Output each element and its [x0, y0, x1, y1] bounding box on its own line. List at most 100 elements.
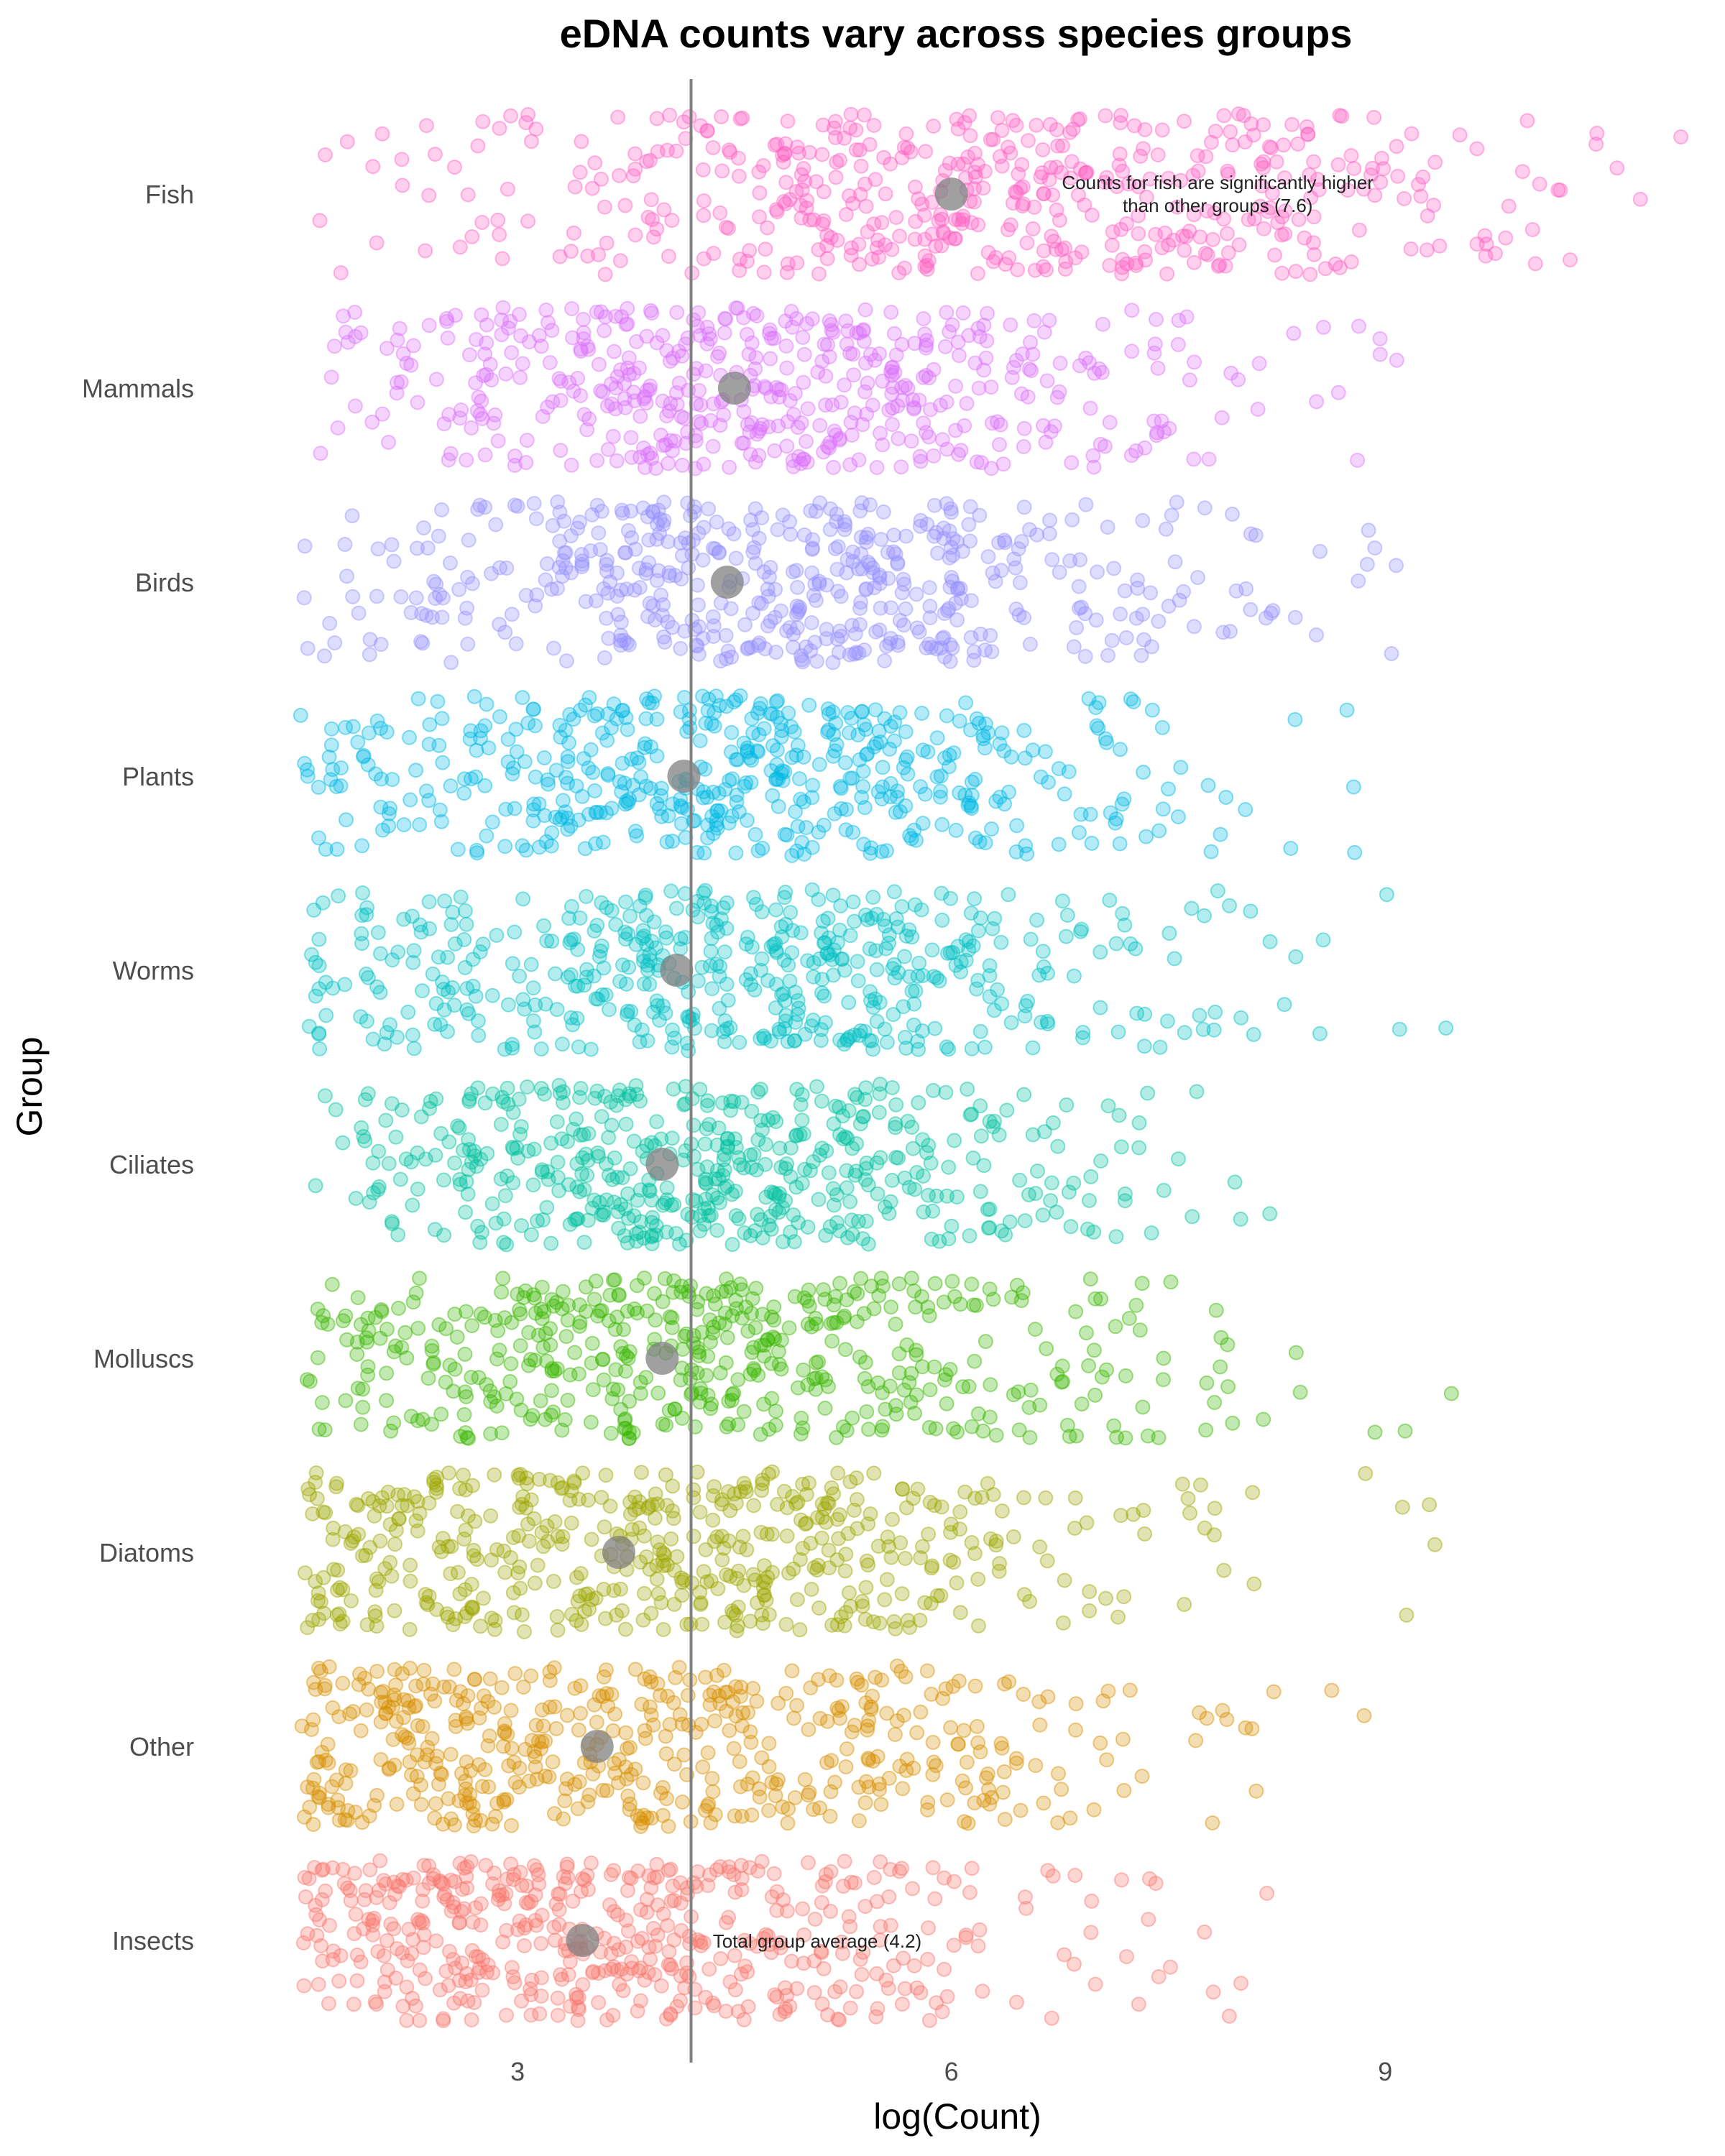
point-mammals [1137, 440, 1153, 456]
point-birds [707, 541, 723, 557]
point-plants [729, 794, 745, 810]
point-plants [887, 714, 903, 730]
point-plants [773, 765, 789, 781]
point-insects [479, 1964, 494, 1980]
point-fish [1078, 165, 1094, 180]
point-mammals [740, 417, 755, 433]
point-worms [768, 977, 784, 992]
point-plants [768, 694, 784, 710]
point-birds [868, 624, 884, 640]
point-molluscs [1079, 1325, 1094, 1341]
point-mammals [1097, 438, 1113, 454]
point-plants [717, 782, 733, 798]
point-ciliates [845, 1227, 860, 1243]
point-plants [492, 709, 507, 724]
point-plants [975, 728, 991, 744]
point-mammals [482, 356, 498, 372]
point-plants [788, 747, 804, 763]
point-fish [791, 145, 806, 161]
point-other [459, 1754, 474, 1770]
point-molluscs [770, 1344, 786, 1359]
point-insects [533, 1970, 549, 1986]
point-birds [339, 568, 354, 584]
point-insects [583, 1855, 599, 1871]
point-birds [1158, 521, 1174, 537]
point-mammals [564, 457, 579, 473]
point-molluscs [922, 1382, 938, 1398]
point-molluscs [1074, 1396, 1090, 1412]
point-fish [1159, 266, 1175, 282]
point-plants [709, 803, 725, 819]
point-mammals [961, 328, 977, 344]
point-plants [462, 731, 478, 747]
point-worms [1152, 1039, 1168, 1055]
point-plants [1033, 769, 1049, 785]
point-worms [385, 952, 400, 968]
point-molluscs [399, 1350, 415, 1366]
point-mammals [822, 435, 838, 451]
point-plants [874, 844, 890, 860]
point-plants [369, 713, 385, 729]
point-plants [914, 706, 930, 721]
point-birds [795, 654, 811, 670]
point-worms [311, 958, 327, 974]
point-mammals [620, 300, 635, 316]
point-insects [894, 1996, 910, 2012]
point-insects [372, 1853, 388, 1869]
point-molluscs [611, 1288, 627, 1304]
point-other [567, 1680, 583, 1696]
point-birds [942, 653, 958, 669]
point-mammals [784, 319, 800, 335]
point-ciliates [938, 1084, 954, 1100]
point-birds [645, 598, 661, 614]
point-ciliates [907, 1181, 923, 1197]
point-birds [418, 607, 434, 623]
point-plants [769, 757, 785, 773]
point-birds [428, 591, 443, 607]
point-diatoms [886, 1613, 902, 1629]
point-other [1001, 1674, 1017, 1690]
point-plants [1154, 719, 1170, 735]
point-insects [1162, 1959, 1178, 1975]
point-mammals [793, 456, 809, 471]
point-birds [936, 520, 952, 536]
point-ciliates [883, 1194, 898, 1210]
point-fish [1049, 160, 1064, 175]
point-plants [856, 837, 872, 852]
point-mammals [1026, 313, 1042, 328]
point-ciliates [1061, 1184, 1077, 1200]
point-ciliates [697, 1136, 713, 1152]
point-fish [1186, 254, 1202, 270]
point-fish [1003, 217, 1018, 233]
point-worms [443, 916, 459, 932]
point-birds [464, 576, 480, 591]
point-plants [385, 772, 400, 788]
point-fish [1049, 202, 1064, 218]
point-ciliates [580, 1153, 596, 1169]
point-plants [753, 696, 768, 711]
point-insects [466, 1995, 482, 2010]
point-fish [1190, 148, 1205, 164]
point-diatoms [298, 1565, 313, 1581]
point-mammals [959, 395, 975, 411]
point-worms [932, 973, 947, 989]
point-diatoms [418, 1595, 434, 1611]
point-diatoms [877, 1592, 893, 1608]
point-mammals [629, 333, 644, 349]
point-mammals [605, 428, 621, 444]
point-other [482, 1671, 498, 1687]
point-birds [599, 557, 614, 572]
point-fish [1131, 208, 1146, 224]
point-birds [891, 637, 906, 653]
point-fish [333, 265, 349, 281]
point-diatoms [622, 1494, 638, 1510]
point-fish [1148, 226, 1164, 242]
point-plants [552, 811, 568, 827]
point-plants [870, 784, 886, 800]
point-plants [537, 808, 553, 824]
point-plants [638, 736, 653, 752]
point-birds [641, 555, 656, 571]
point-ciliates [905, 1141, 921, 1156]
point-fish [1128, 255, 1144, 271]
point-fish [1334, 109, 1350, 124]
